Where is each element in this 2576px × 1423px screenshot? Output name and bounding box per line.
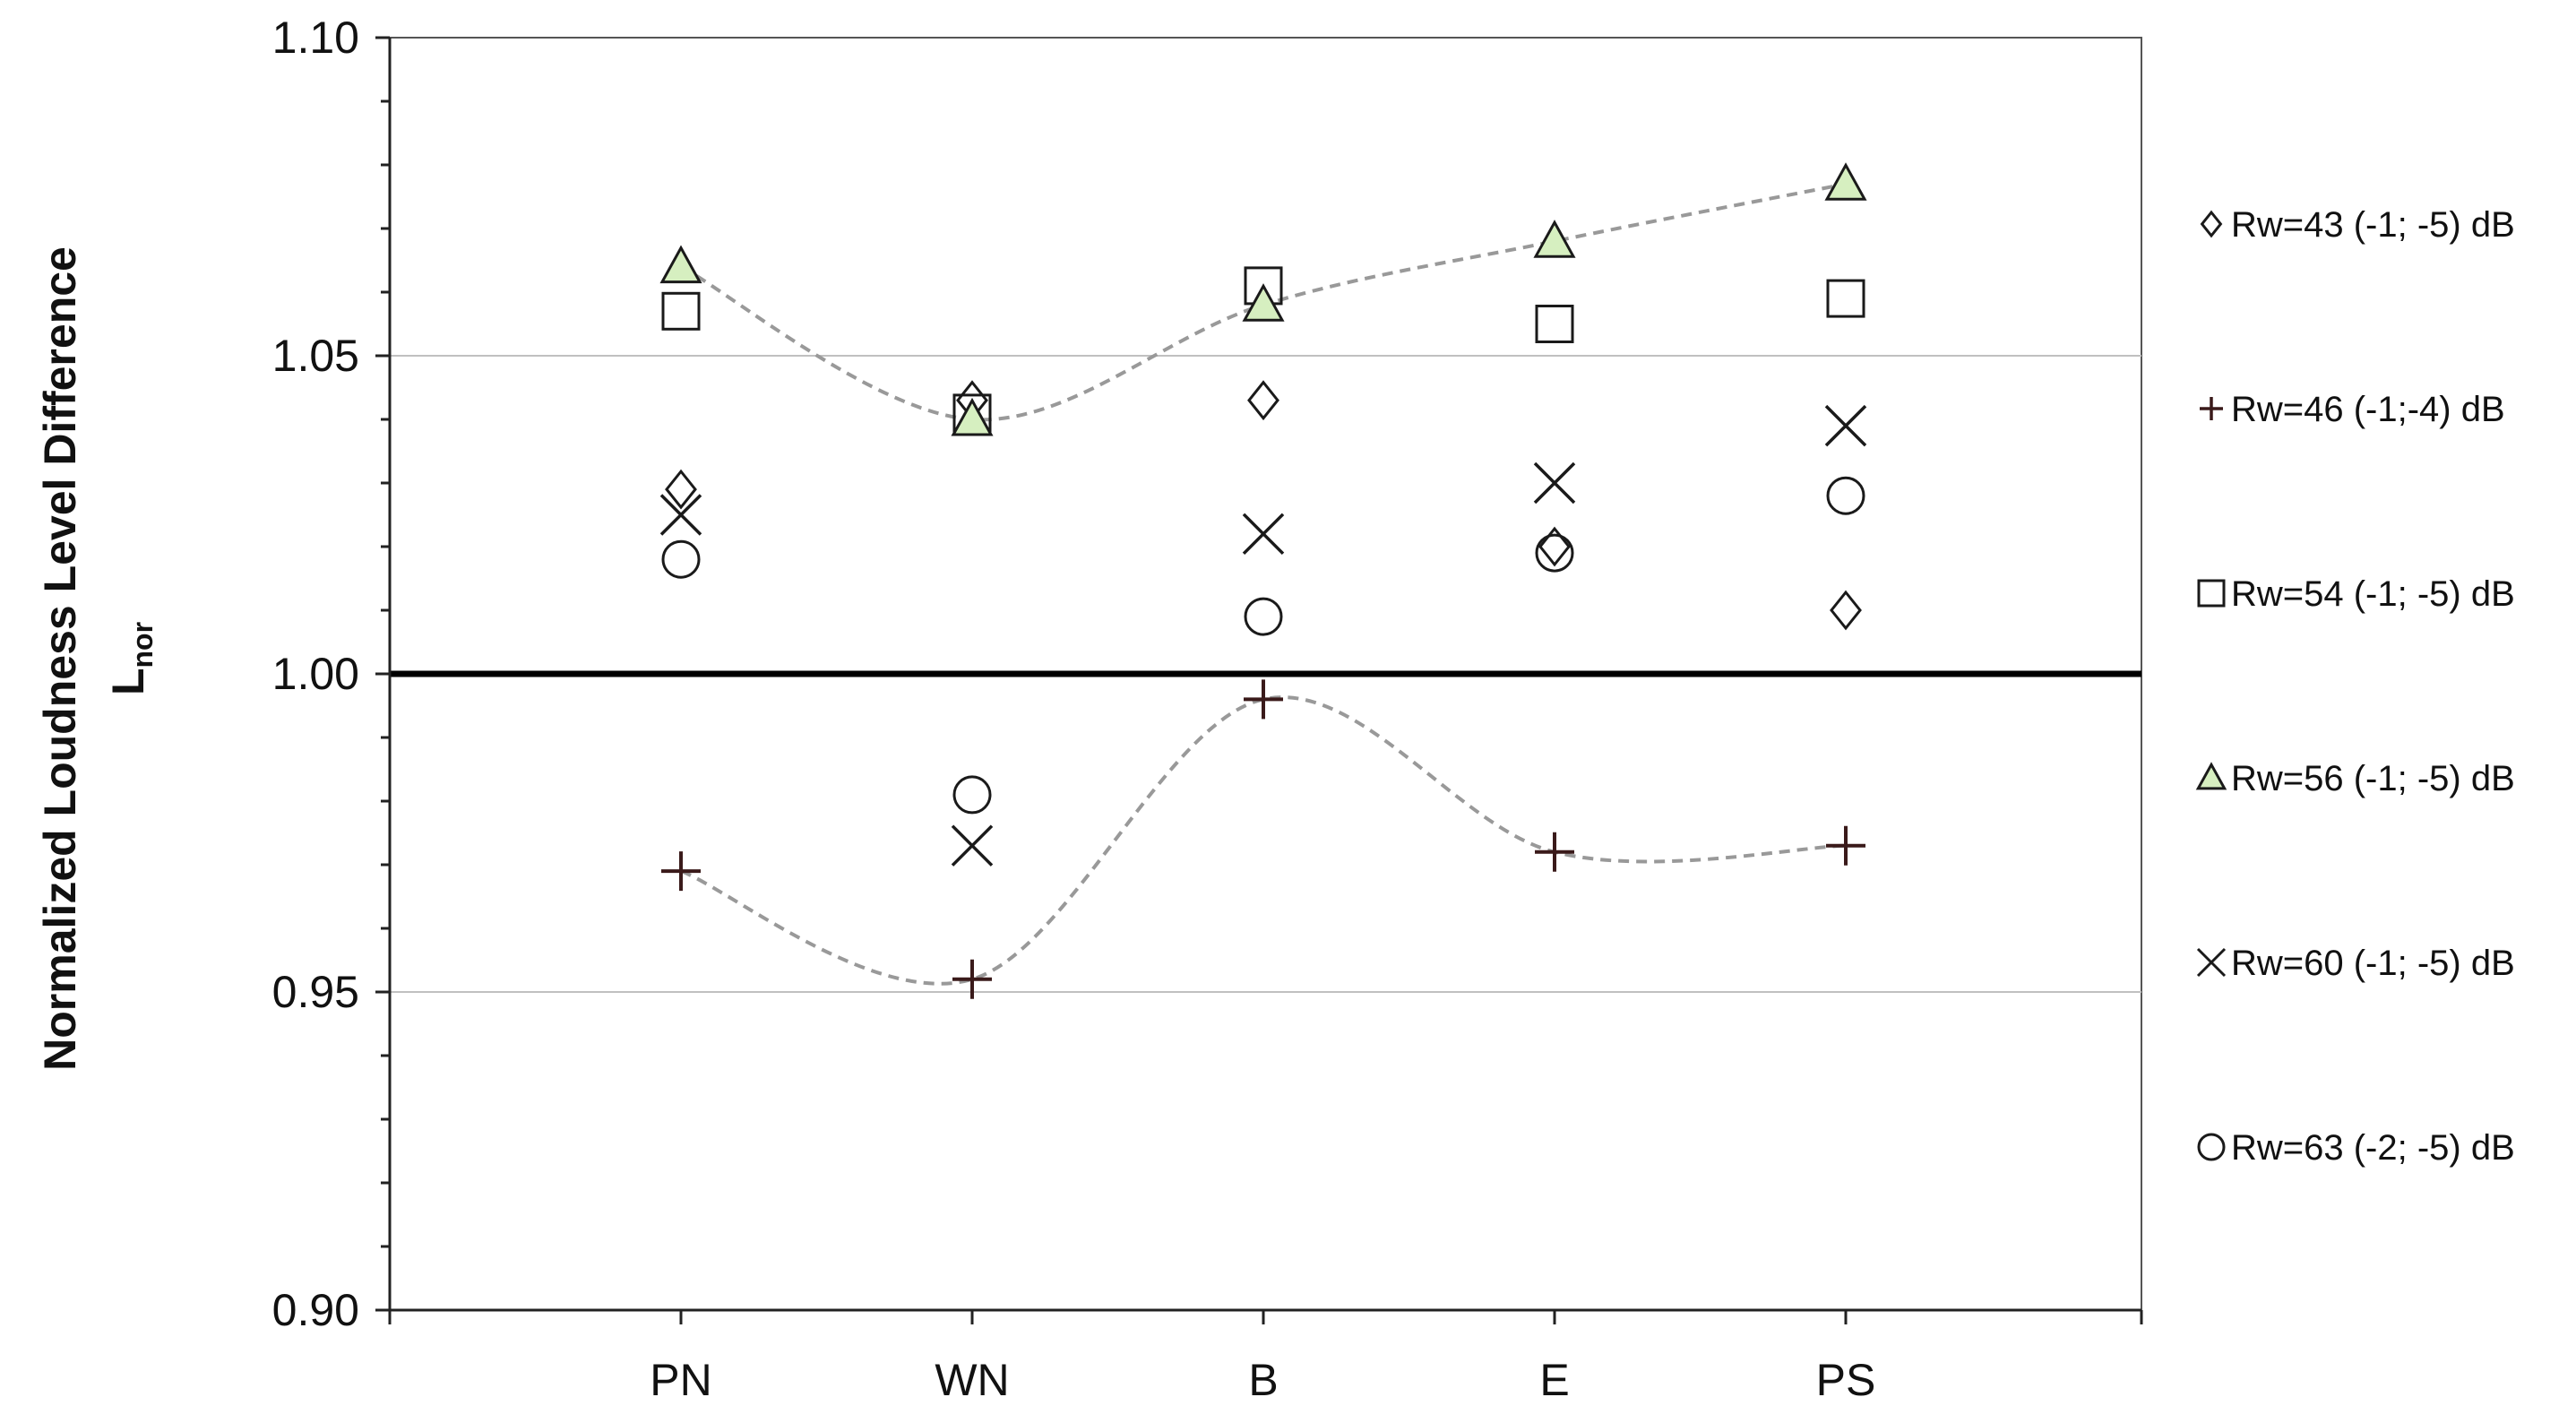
plus-marker: [1244, 679, 1283, 720]
plus-marker: [661, 851, 701, 892]
cross-marker: [1533, 461, 1576, 505]
legend-entry: Rw=54 (-1; -5) dB: [2231, 574, 2515, 614]
legend-plus-icon: [2200, 397, 2223, 420]
legend-cross-icon: [2196, 947, 2227, 978]
y-tick-label: 0.95: [272, 967, 359, 1017]
x-tick-label: WN: [935, 1355, 1009, 1405]
y-axis-symbol: Lnor: [103, 622, 159, 695]
y-axis-symbol-subscript: nor: [126, 622, 159, 668]
x-tick-label: PN: [650, 1355, 711, 1405]
y-tick-label: 0.90: [272, 1285, 359, 1335]
square-marker: [661, 291, 701, 331]
legend-entry: Rw=46 (-1;-4) dB: [2231, 390, 2505, 429]
x-axis: PN WN B E PS: [388, 1308, 2143, 1405]
cross-marker: [1824, 404, 1867, 447]
legend-square-icon: [2197, 579, 2226, 608]
circle-marker: [1826, 476, 1865, 515]
x-tick-label: E: [1539, 1355, 1569, 1405]
triangle-marker: [1824, 162, 1867, 201]
plus-marker: [1826, 825, 1865, 866]
diamond-marker: [1538, 526, 1571, 567]
legend-diamond-icon: [2200, 210, 2223, 238]
y-axis-title: Normalized Loudness Level Difference Lno…: [35, 246, 159, 1071]
legend-entry: Rw=60 (-1; -5) dB: [2231, 944, 2515, 983]
circle-marker: [661, 539, 701, 579]
gridlines: [390, 355, 2141, 993]
triangle-marker: [659, 245, 702, 284]
y-tick-label: 1.00: [272, 649, 359, 699]
y-axis-symbol-main: L: [103, 668, 153, 696]
legend-entry: Rw=63 (-2; -5) dB: [2231, 1128, 2515, 1168]
x-tick-label: PS: [1816, 1355, 1876, 1405]
y-axis: 0.90 0.95 1.00 1.05 1.10: [272, 13, 392, 1335]
plus-marker: [1535, 832, 1574, 872]
y-tick-label: 1.10: [272, 13, 359, 63]
trend-line: [680, 695, 1847, 986]
legend-entry: Rw=43 (-1; -5) dB: [2231, 205, 2515, 245]
cross-marker: [659, 494, 702, 536]
triangle-marker: [951, 397, 994, 436]
y-axis-label: Normalized Loudness Level Difference: [35, 246, 85, 1071]
circle-marker: [1535, 533, 1574, 573]
triangle-marker: [1533, 220, 1576, 258]
diamond-marker: [665, 469, 697, 510]
triangle-marker: [1242, 283, 1285, 322]
diamond-marker: [1830, 590, 1862, 631]
square-marker: [1535, 305, 1574, 343]
square-marker: [1826, 279, 1865, 318]
circle-marker: [952, 775, 992, 815]
y-tick-label: 1.05: [272, 331, 359, 381]
legend-entry: Rw=56 (-1; -5) dB: [2231, 759, 2515, 798]
x-tick-label: B: [1248, 1355, 1278, 1405]
cross-marker: [1242, 513, 1285, 556]
legend-triangle-icon: [2195, 762, 2227, 790]
circle-marker: [1244, 597, 1283, 636]
data-markers: [659, 162, 1867, 999]
legend-circle-icon: [2197, 1133, 2226, 1161]
plus-marker: [952, 959, 992, 999]
cross-marker: [951, 824, 994, 867]
legend: Rw=43 (-1; -5) dB Rw=46 (-1;-4) dB Rw=54 (…: [2195, 205, 2515, 1168]
diamond-marker: [1247, 380, 1279, 421]
